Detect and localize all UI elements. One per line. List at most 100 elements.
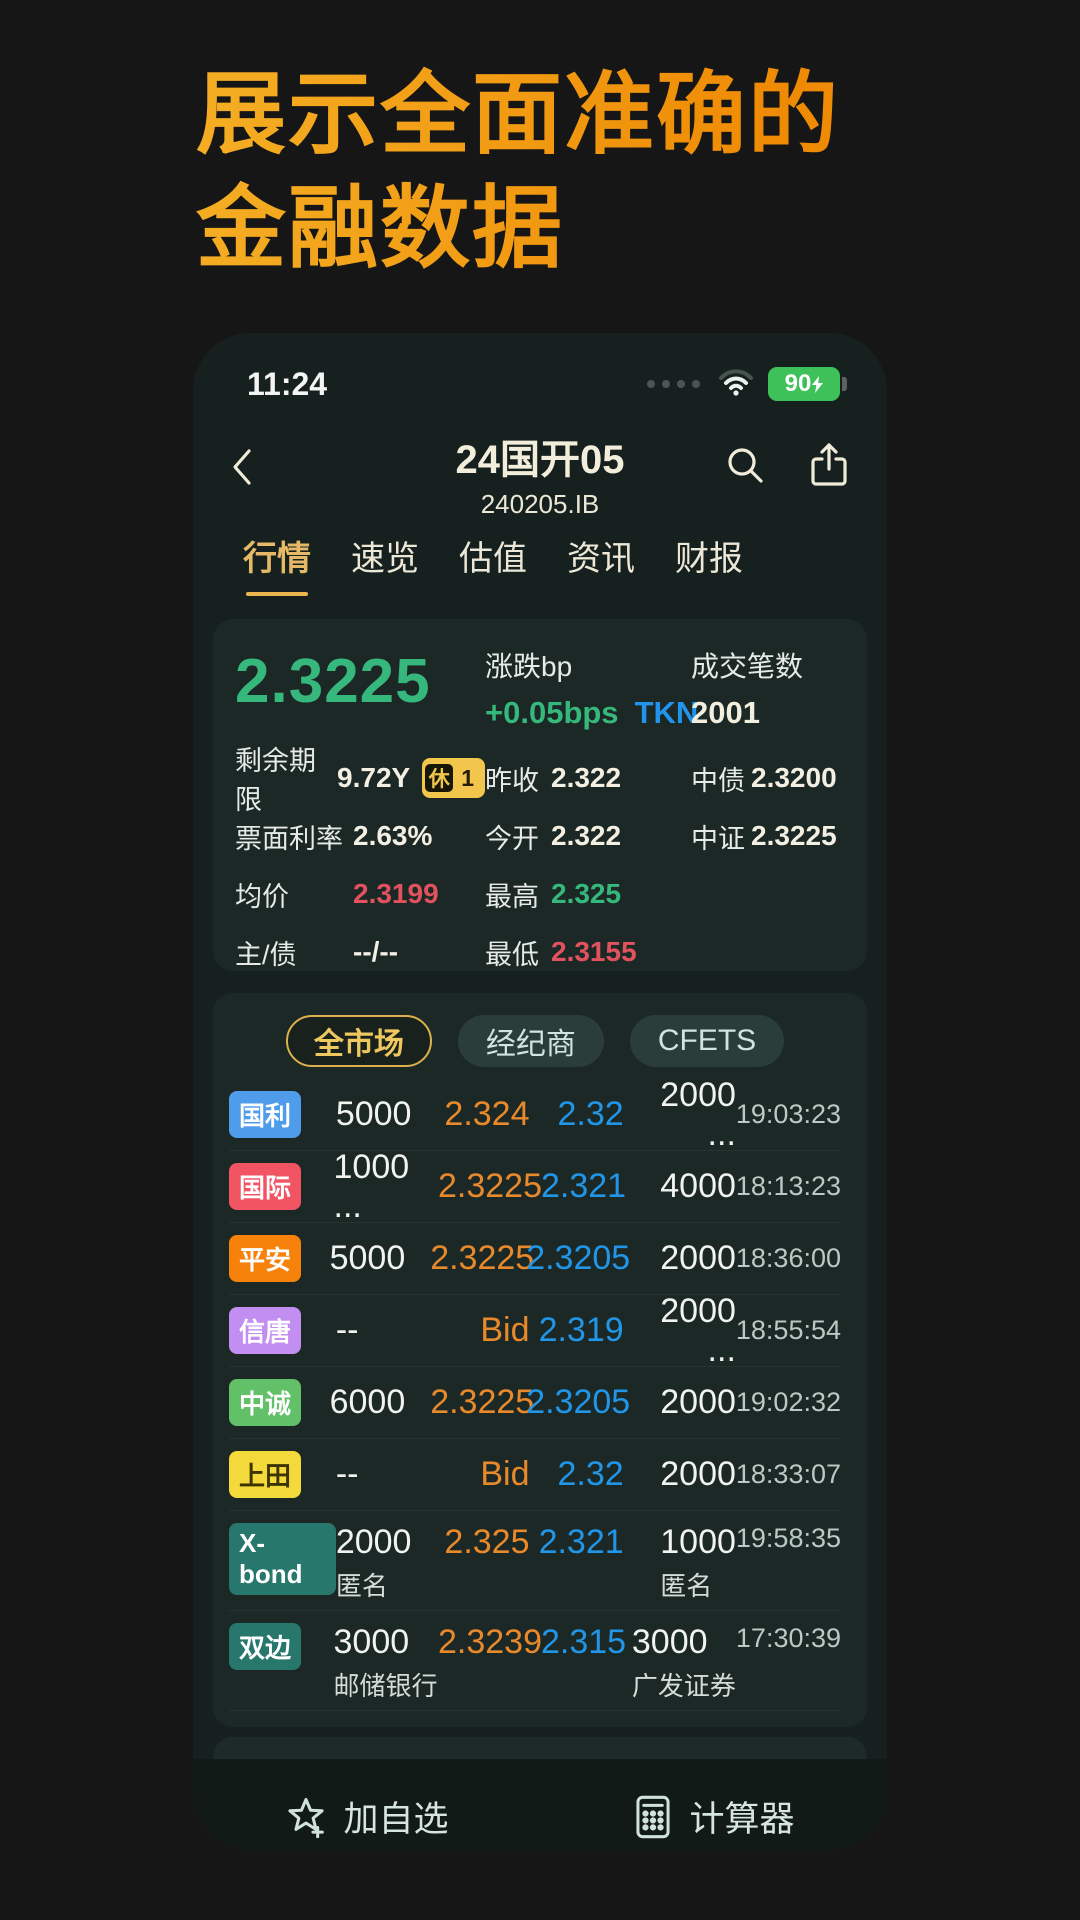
dealer-badge-cell: 平安: [229, 1235, 330, 1282]
ask-volume-stack: 2000 ...: [624, 1292, 736, 1370]
detail-value: 2.3155: [551, 936, 637, 967]
share-icon[interactable]: [807, 441, 851, 494]
quote-detail-cell: 均价 2.3199: [235, 875, 485, 914]
ask-price: 2.3205: [526, 1383, 631, 1421]
tab-underline: [354, 592, 416, 596]
ask-volume-stack: 2000 ...: [624, 1076, 736, 1154]
quote-time: 17:30:39: [735, 1623, 842, 1653]
dealer-badge-cell: 双边: [229, 1623, 334, 1670]
dealer-badge-cell: 国利: [229, 1091, 336, 1138]
tab-underline: [678, 592, 740, 596]
market-row[interactable]: 国际 1000 ... 2.3225 2.321 4000 18:13:23: [229, 1148, 842, 1226]
quote-time: 18:13:23: [735, 1171, 842, 1201]
ask-volume: 1000: [660, 1523, 736, 1561]
quote-time: 18:55:54: [735, 1315, 841, 1345]
battery-icon: 90: [768, 367, 847, 401]
quote-detail-cell: 主/债 --/--: [235, 933, 485, 972]
market-row[interactable]: 信唐 -- Bid 2.319 2000 ... 18:55:54: [229, 1292, 841, 1370]
bid-volume: 5000: [335, 1095, 412, 1133]
tab-资讯[interactable]: 资讯: [567, 531, 635, 596]
signal-dots-icon: [647, 380, 700, 388]
back-button[interactable]: [229, 439, 269, 495]
trade-count-label: 成交笔数: [691, 651, 804, 682]
tab-label: 速览: [351, 540, 419, 578]
dealer-badge: X-bond: [229, 1523, 336, 1595]
bid-price: 2.3225: [430, 1383, 535, 1421]
filter-chip-全市场[interactable]: 全市场: [285, 1015, 432, 1067]
quote-detail-cell: 最高 2.325: [485, 875, 691, 914]
market-row[interactable]: 国利 5000 2.324 2.32 2000 ... 19:03:23: [229, 1076, 841, 1154]
ask-price: 2.319: [538, 1311, 624, 1349]
filter-chip-CFETS[interactable]: CFETS: [629, 1015, 785, 1067]
detail-label: 最低: [485, 939, 539, 970]
market-row[interactable]: 中诚 6000 2.3225 2.3205 2000 19:02:32: [229, 1367, 841, 1439]
bid-volume-cell: 1000 ...: [334, 1148, 439, 1226]
ask-volume: 2000: [660, 1239, 736, 1277]
dealer-badge-cell: X-bond: [229, 1523, 336, 1595]
ask-volume-cell: 2000: [630, 1239, 736, 1278]
detail-value: 2.3225: [751, 820, 837, 851]
ask-price: 2.321: [541, 1167, 627, 1205]
quote-detail-cell: 最低 2.3155: [485, 933, 691, 972]
quote-time: 19:58:35: [735, 1523, 841, 1553]
calculator-button[interactable]: 计算器: [633, 1791, 795, 1842]
dealer-badge: 国际: [229, 1163, 302, 1210]
market-row[interactable]: 上田 -- Bid 2.32 2000 18:33:07: [229, 1439, 841, 1511]
bid-volume-cell: 5000: [336, 1095, 443, 1134]
tab-估值[interactable]: 估值: [459, 531, 527, 596]
bid-volume: 1000 ...: [333, 1147, 410, 1225]
dealer-badge: 双边: [229, 1623, 302, 1670]
quote-details: 剩余期限 9.72Y 休 1 昨收 2.322 中债 2.3200 票面利率 2.63% 今开 2.3…: [235, 746, 841, 981]
detail-label: 最高: [485, 881, 539, 912]
tab-underline: [246, 592, 308, 596]
tab-行情[interactable]: 行情: [243, 531, 311, 596]
ask-price: 2.3205: [526, 1239, 631, 1277]
tab-速览[interactable]: 速览: [351, 531, 419, 596]
quote-detail-row: 剩余期限 9.72Y 休 1 昨收 2.322 中债 2.3200: [235, 746, 841, 815]
dealer-badge-cell: 国际: [229, 1163, 334, 1210]
bid-volume-cell: --: [336, 1311, 443, 1350]
detail-value: 2.322: [551, 820, 622, 851]
quote-card: 2.3225 涨跌bp +0.05bps TKN 成交笔数 2001 剩余期限 9.…: [213, 619, 867, 971]
add-watchlist-button[interactable]: 加自选: [285, 1791, 449, 1842]
market-row[interactable]: X-bond 2000 匿名 2.325 2.321 1000 匿名 19:58:35: [229, 1511, 841, 1611]
page-headline: 展示全面准确的 金融数据: [196, 58, 840, 286]
ask-volume-stack: 2000: [630, 1383, 736, 1422]
bottom-bar: 加自选 计算器: [193, 1759, 887, 1850]
last-price: 2.3225: [235, 647, 431, 716]
ask-volume: 4000: [660, 1167, 736, 1205]
tab-label: 财报: [675, 540, 743, 578]
market-row[interactable]: 双边 3000 邮储银行 2.3239 2.315 3000 广发证券 17:30:39: [229, 1611, 841, 1711]
dealer-badge: 平安: [229, 1235, 302, 1282]
quote-time: 18:36:00: [735, 1243, 841, 1273]
ask-volume: 2000 ...: [660, 1291, 736, 1369]
detail-value: 2.322: [551, 762, 622, 793]
bid-party: 匿名: [335, 1571, 388, 1601]
dealer-badge: 信唐: [229, 1307, 302, 1354]
ask-volume: 2000: [660, 1383, 736, 1421]
detail-value: 2.325: [551, 878, 622, 909]
quote-detail-cell: 今开 2.322: [485, 817, 691, 856]
bid-price: Bid: [480, 1455, 530, 1493]
dealer-badge: 上田: [229, 1451, 302, 1498]
ask-volume-stack: 2000: [624, 1455, 736, 1494]
ask-price: 2.315: [541, 1623, 627, 1661]
tab-财报[interactable]: 财报: [675, 531, 743, 596]
wifi-icon: [718, 368, 754, 401]
ask-price: 2.32: [557, 1455, 624, 1493]
search-icon[interactable]: [723, 443, 767, 492]
detail-value: --/--: [353, 936, 399, 967]
star-plus-icon: [288, 1797, 325, 1838]
tab-label: 行情: [243, 540, 311, 578]
ask-price: 2.32: [557, 1095, 624, 1133]
ask-party: 广发证券: [631, 1671, 736, 1701]
detail-value: 2.3199: [353, 878, 439, 909]
detail-label: 昨收: [485, 765, 539, 796]
detail-label: 票面利率: [235, 823, 343, 854]
charging-bolt-icon: [812, 375, 824, 393]
detail-value: 2.63%: [353, 820, 433, 851]
calculator-icon: [636, 1795, 671, 1838]
market-row[interactable]: 平安 5000 2.3225 2.3205 2000 18:36:00: [229, 1223, 841, 1295]
filter-chip-经纪商[interactable]: 经纪商: [457, 1015, 604, 1067]
